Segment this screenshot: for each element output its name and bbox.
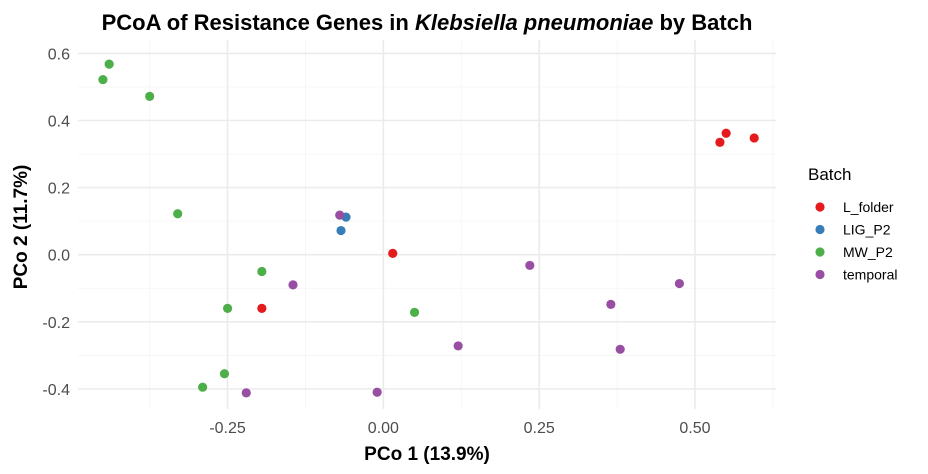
legend-label: temporal bbox=[843, 267, 897, 283]
data-point-temporal bbox=[372, 387, 382, 397]
y-tick-label: 0.6 bbox=[48, 46, 70, 63]
legend-key bbox=[815, 224, 825, 235]
data-point-mw-p2 bbox=[98, 74, 108, 85]
x-axis-title: PCo 1 (13.9%) bbox=[364, 444, 490, 465]
legend-label: MW_P2 bbox=[843, 244, 893, 260]
data-point-mw-p2 bbox=[222, 303, 233, 313]
data-point-temporal bbox=[606, 299, 616, 309]
y-tick-label: 0.2 bbox=[48, 181, 70, 198]
chart-title: PCoA of Resistance Genes in Klebsiella p… bbox=[102, 10, 753, 35]
data-point-mw-p2 bbox=[219, 369, 230, 379]
x-tick-label: 0.50 bbox=[679, 420, 710, 437]
legend-label: L_folder bbox=[843, 199, 894, 215]
data-point-temporal bbox=[674, 278, 685, 289]
y-axis-title: PCo 2 (11.7%) bbox=[11, 165, 32, 290]
y-tick-label: -0.2 bbox=[42, 315, 70, 332]
data-points bbox=[98, 59, 759, 398]
data-point-temporal bbox=[525, 260, 535, 271]
x-tick-label: 0.25 bbox=[524, 420, 555, 437]
y-tick-label: -0.4 bbox=[42, 382, 70, 399]
tick-labels: -0.25 0.00 0.25 0.50 -0.4 -0.2 0.0 0.2 0.4 0.6 bbox=[42, 46, 710, 437]
data-point-l-folder bbox=[715, 137, 725, 147]
legend-label: LIG_P2 bbox=[843, 222, 891, 238]
chart-title-prefix: PCoA of Resistance Genes in bbox=[102, 10, 415, 35]
data-point-mw-p2 bbox=[104, 59, 114, 69]
data-point-temporal bbox=[288, 280, 298, 290]
data-point-temporal bbox=[453, 341, 463, 351]
chart-title-species: Klebsiella pneumoniae bbox=[415, 10, 653, 35]
data-point-mw-p2 bbox=[409, 307, 420, 317]
data-point-l-folder bbox=[721, 128, 731, 138]
data-point-mw-p2 bbox=[257, 266, 267, 277]
chart-title-suffix: by Batch bbox=[653, 10, 752, 35]
data-point-l-folder bbox=[257, 303, 267, 313]
data-point-mw-p2 bbox=[198, 382, 208, 392]
data-point-temporal bbox=[615, 344, 625, 354]
y-tick-label: 0.0 bbox=[48, 248, 70, 265]
grid-lines bbox=[78, 40, 776, 409]
data-point-mw-p2 bbox=[173, 209, 183, 219]
y-tick-label: 0.4 bbox=[48, 114, 70, 131]
data-point-mw-p2 bbox=[145, 91, 155, 101]
legend-key bbox=[815, 269, 825, 280]
data-point-lig-p2 bbox=[336, 225, 346, 236]
x-tick-label: 0.00 bbox=[368, 420, 399, 437]
x-tick-label: -0.25 bbox=[209, 420, 246, 437]
legend-key bbox=[815, 202, 825, 212]
data-point-temporal bbox=[335, 210, 345, 220]
data-point-l-folder bbox=[388, 248, 398, 258]
legend: Batch L_folder LIG_P2 MW_P2 temporal bbox=[808, 165, 897, 283]
legend-title: Batch bbox=[808, 165, 851, 184]
data-point-temporal bbox=[241, 388, 251, 398]
legend-key bbox=[815, 247, 825, 257]
data-point-l-folder bbox=[749, 133, 759, 143]
